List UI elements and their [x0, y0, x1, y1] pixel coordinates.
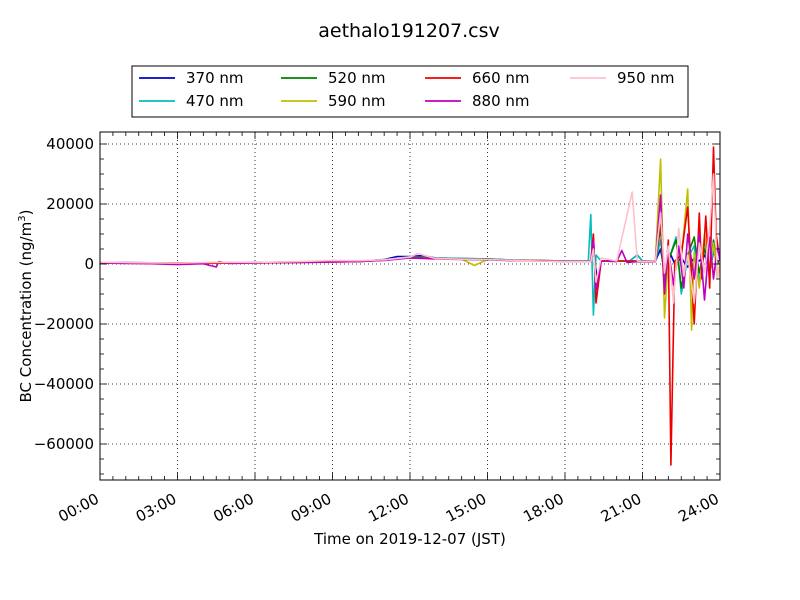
y-axis-label: BC Concentration (ng/m3)	[17, 210, 35, 403]
y-tick-label: 40000	[46, 135, 94, 153]
y-axis-label-superscript: 3	[17, 215, 28, 221]
series-line-880-nm	[100, 194, 720, 301]
y-tick-label: 0	[84, 255, 94, 273]
legend: 370 nm 470 nm 520 nm 590 nm 660 nm 880 nm 950 …	[131, 65, 689, 118]
legend-label: 880 nm	[472, 92, 530, 110]
y-axis-label-main: BC Concentration (ng/m	[17, 222, 35, 403]
series-lines	[100, 146, 720, 466]
legend-label: 520 nm	[328, 69, 386, 87]
y-tick-label: −20000	[34, 315, 94, 333]
grid	[100, 132, 720, 480]
legend-label: 470 nm	[186, 92, 244, 110]
chart-title: aethalo191207.csv	[318, 20, 500, 42]
legend-entries: 370 nm 470 nm 520 nm 590 nm 660 nm 880 nm 950 …	[139, 69, 675, 110]
series-line-950-nm	[100, 173, 720, 304]
y-tick-labels: −60000 −40000 −20000 0 20000 40000	[34, 135, 94, 453]
legend-label: 370 nm	[186, 69, 244, 87]
legend-label: 950 nm	[617, 69, 675, 87]
y-tick-label: −60000	[34, 435, 94, 453]
axis-ticks	[99, 132, 721, 480]
legend-label: 660 nm	[472, 69, 530, 87]
legend-box	[131, 65, 689, 118]
y-axis-label-close: )	[17, 210, 35, 216]
y-tick-label: −40000	[34, 375, 94, 393]
legend-label: 590 nm	[328, 92, 386, 110]
y-tick-label: 20000	[46, 195, 94, 213]
x-axis-label: Time on 2019-12-07 (JST)	[313, 530, 506, 548]
